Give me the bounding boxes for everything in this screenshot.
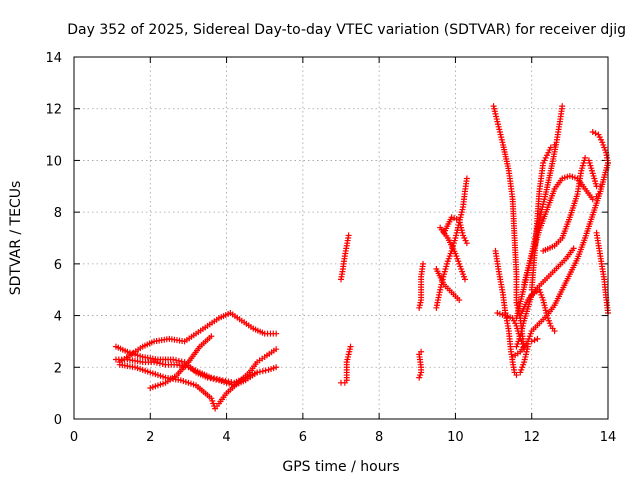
y-tick-label: 6 [54, 258, 62, 273]
data-point [534, 335, 541, 342]
data-point [256, 368, 263, 375]
data-point [345, 232, 352, 239]
data-point [273, 330, 280, 337]
data-point [456, 297, 463, 304]
y-tick-label: 12 [45, 103, 62, 118]
data-point [175, 357, 182, 364]
data-point [153, 359, 160, 366]
data-point [208, 374, 215, 381]
x-tick-label: 8 [375, 430, 383, 445]
data-point [513, 372, 520, 379]
data-point [262, 367, 269, 374]
data-point [592, 130, 599, 137]
data-point [461, 276, 468, 283]
data-point [170, 356, 177, 363]
data-point [208, 333, 215, 340]
data-point [225, 378, 232, 385]
data-point [254, 369, 261, 376]
data-point [420, 260, 427, 267]
data-point [589, 196, 596, 203]
data-point [531, 337, 538, 344]
data-point [570, 245, 577, 252]
data-point [176, 362, 183, 369]
data-point [551, 141, 558, 148]
data-point [463, 240, 470, 247]
chart-title: Day 352 of 2025, Sidereal Day-to-day VTE… [67, 22, 626, 38]
data-point [547, 144, 554, 151]
x-tick-label: 12 [523, 430, 540, 445]
data-point [214, 375, 221, 382]
data-point [173, 357, 180, 364]
y-tick-label: 14 [45, 51, 62, 66]
x-tick-label: 6 [299, 430, 307, 445]
data-point [156, 360, 163, 367]
data-point [173, 361, 180, 368]
data-point [219, 377, 226, 384]
x-tick-label: 10 [447, 430, 464, 445]
data-point [273, 346, 280, 353]
x-tick-label: 4 [222, 430, 230, 445]
y-tick-label: 0 [54, 413, 62, 428]
data-point [178, 358, 185, 365]
data-point [582, 154, 589, 161]
data-point [418, 348, 425, 355]
data-point [589, 128, 596, 135]
axes: 0 2 4 6 8 10 12 14 0 2 4 6 8 10 12 14 [45, 51, 616, 445]
data-point [559, 103, 566, 110]
plot-frame [73, 56, 609, 420]
x-tick-label: 0 [70, 430, 78, 445]
data-point [597, 183, 604, 190]
data-point [551, 328, 558, 335]
data-point [597, 188, 604, 195]
data-point [463, 175, 470, 182]
data-point [259, 368, 266, 375]
x-axis-label: GPS time / hours [282, 459, 399, 475]
y-tick-label: 8 [54, 206, 62, 221]
data-point [521, 343, 528, 350]
data-point [151, 359, 158, 366]
x-tick-label: 2 [146, 430, 154, 445]
data-point [159, 361, 166, 368]
data-point [228, 379, 235, 386]
y-tick-label: 2 [54, 361, 62, 376]
data-point [273, 364, 280, 371]
data-point [216, 376, 223, 383]
data-point [222, 377, 229, 384]
y-tick-label: 10 [45, 154, 62, 169]
data-point [347, 343, 354, 350]
x-tick-label: 14 [600, 430, 617, 445]
data-point [211, 375, 218, 382]
y-axis-label: SDTVAR / TECUs [8, 181, 24, 296]
y-tick-label: 4 [54, 310, 62, 325]
data-points [112, 103, 611, 412]
